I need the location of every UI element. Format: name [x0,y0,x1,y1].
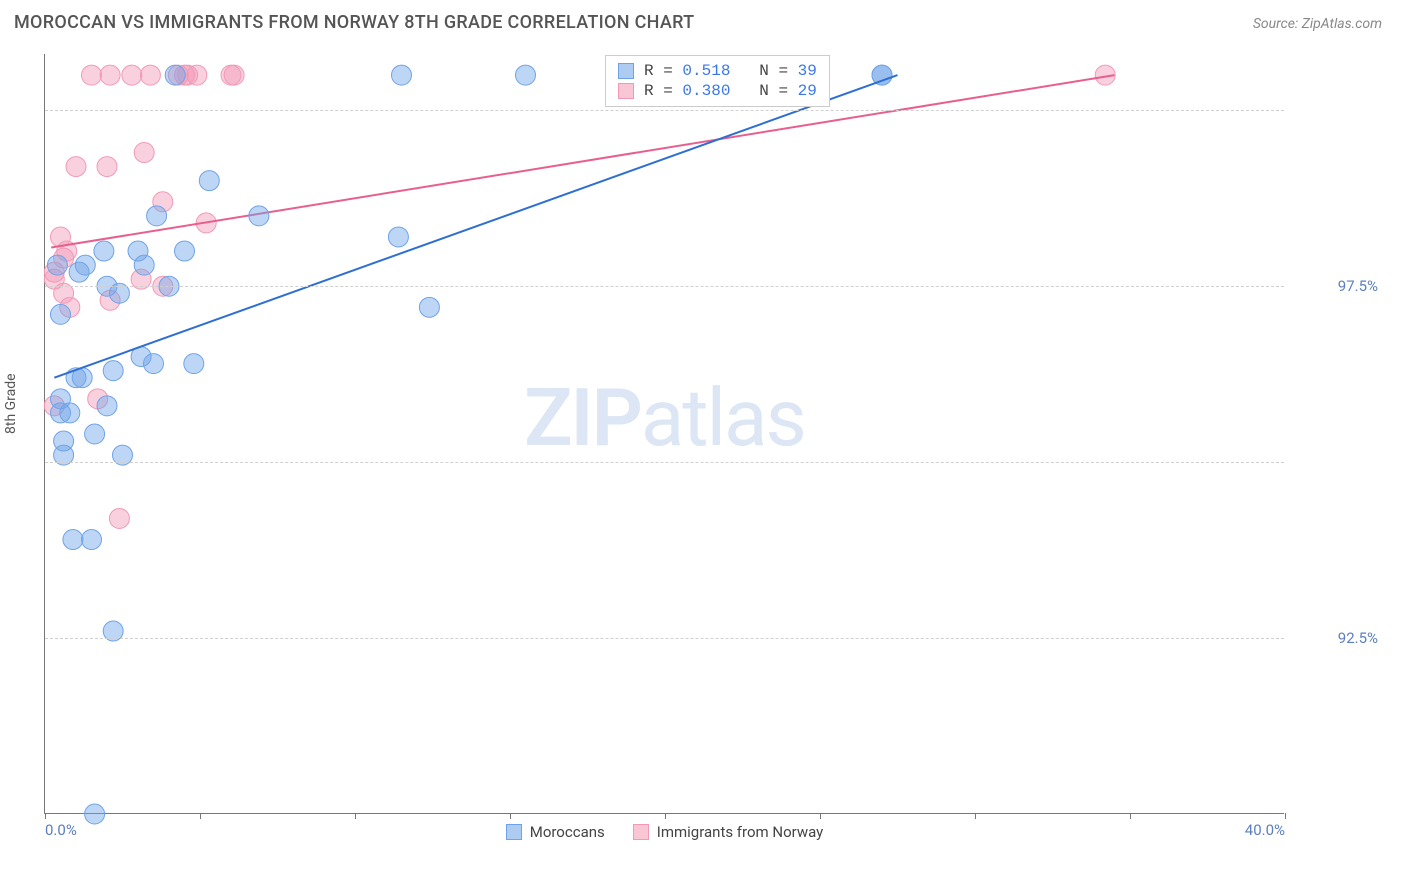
legend-item-norway: Immigrants from Norway [633,823,824,841]
source-attribution: Source: ZipAtlas.com [1253,16,1382,32]
legend-item-moroccans: Moroccans [506,823,605,841]
data-point [419,297,439,317]
data-point [187,65,207,85]
data-point [122,65,142,85]
data-point [97,157,117,177]
data-point [75,255,95,275]
data-point [66,157,86,177]
x-tick [355,813,356,819]
data-point [47,255,67,275]
swatch-norway [633,824,649,840]
gridline [45,462,1284,463]
x-tick [975,813,976,819]
data-point [224,65,244,85]
data-point [392,65,412,85]
data-point [97,396,117,416]
data-point [134,255,154,275]
data-point [85,804,105,824]
legend-label: Immigrants from Norway [657,823,824,841]
data-point [249,206,269,226]
x-tick [1130,813,1131,819]
scatter-plot [45,54,1284,813]
x-tick-label: 40.0% [1245,821,1285,839]
data-point [140,65,160,85]
data-point [60,403,80,423]
data-point [199,171,219,191]
stat-row-moroccans: R = 0.518 N = 39 [618,61,817,81]
data-point [165,65,185,85]
swatch-moroccans [506,824,522,840]
data-point [175,241,195,261]
swatch-moroccans [618,63,634,79]
swatch-norway [618,83,634,99]
gridline [45,638,1284,639]
data-point [147,206,167,226]
data-point [63,530,83,550]
x-tick [510,813,511,819]
data-point [516,65,536,85]
plot-area: 8th Grade ZIPatlas R = 0.518 N = 39 R = … [44,54,1284,814]
data-point [82,530,102,550]
y-axis-label: 8th Grade [3,373,19,434]
data-point [184,354,204,374]
legend: Moroccans Immigrants from Norway [45,823,1284,841]
x-tick [45,813,46,819]
chart-title: MOROCCAN VS IMMIGRANTS FROM NORWAY 8TH G… [14,12,694,33]
legend-label: Moroccans [530,823,605,841]
x-tick-label: 0.0% [45,821,77,839]
y-tick-label: 92.5% [1338,629,1378,647]
x-tick [1285,813,1286,819]
data-point [100,65,120,85]
y-tick-label: 97.5% [1338,277,1378,295]
data-point [134,143,154,163]
data-point [94,241,114,261]
data-point [82,65,102,85]
data-point [144,354,164,374]
x-tick [665,813,666,819]
x-tick [820,813,821,819]
data-point [51,304,71,324]
data-point [85,424,105,444]
trend-line [51,75,1114,247]
data-point [388,227,408,247]
data-point [109,508,129,528]
data-point [103,361,123,381]
gridline [45,286,1284,287]
correlation-stats-box: R = 0.518 N = 39 R = 0.380 N = 29 [605,55,830,107]
data-point [872,65,892,85]
stat-row-norway: R = 0.380 N = 29 [618,81,817,101]
x-tick [200,813,201,819]
gridline [45,110,1284,111]
